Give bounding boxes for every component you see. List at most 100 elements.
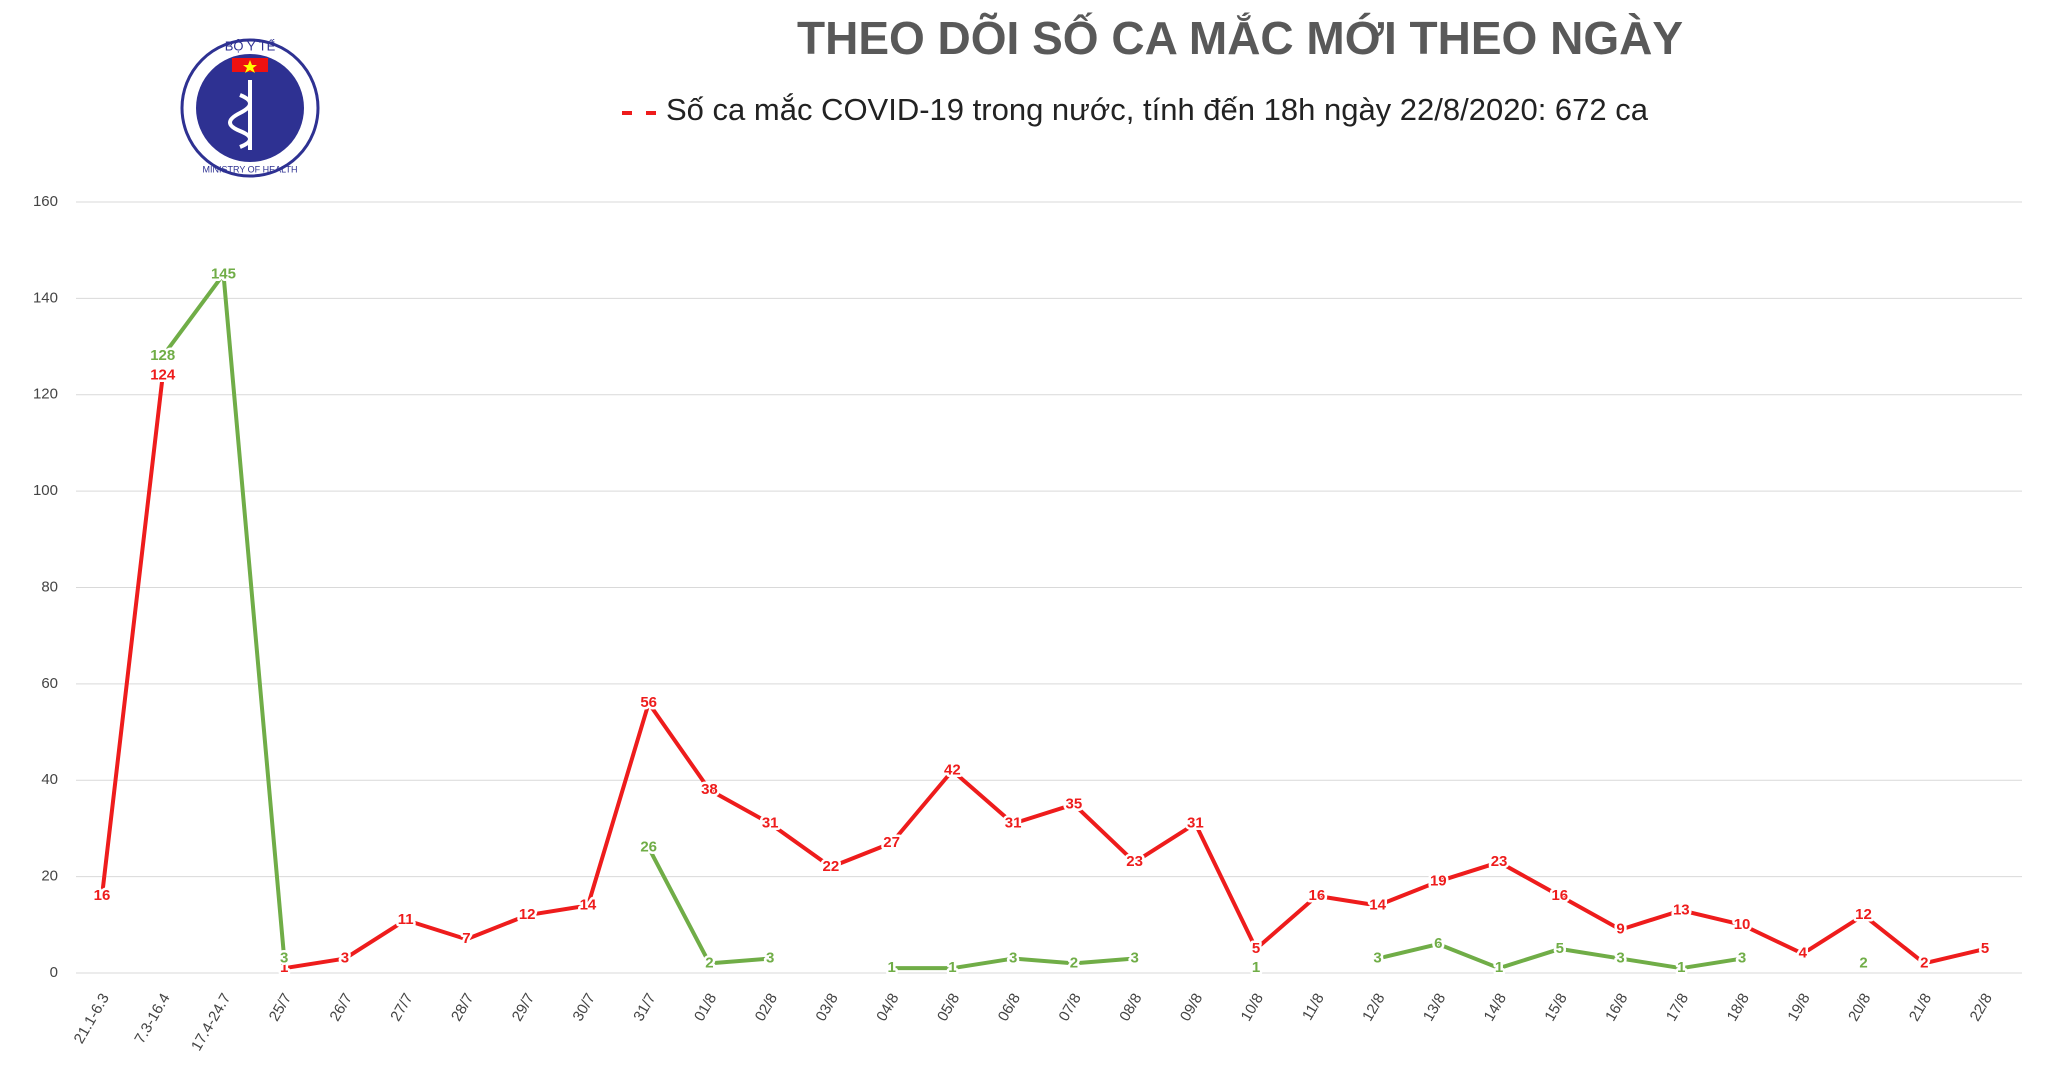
logo-top: BỘ Y TẾ	[225, 38, 276, 53]
data-label: 27	[883, 834, 900, 851]
logo: BỘ Y TẾ MINISTRY OF HEALTH	[180, 38, 320, 178]
x-tick-label: 21.1-6.3	[71, 990, 113, 1046]
x-tick-label: 20/8	[1845, 990, 1874, 1024]
series-line	[100, 375, 1986, 971]
x-tick-label: 06/8	[995, 990, 1024, 1024]
data-label: 14	[1369, 897, 1386, 914]
data-label: 12	[1855, 906, 1872, 923]
data-label: 1	[1677, 959, 1685, 976]
x-tick-label: 01/8	[691, 990, 720, 1024]
data-label: 3	[766, 950, 774, 967]
x-tick-label: 03/8	[812, 990, 841, 1024]
x-tick-label: 25/7	[266, 990, 295, 1024]
x-tick-label: 19/8	[1784, 990, 1813, 1024]
x-tick-label: 22/8	[1967, 990, 1996, 1024]
data-label: 26	[640, 839, 657, 856]
data-label: 2	[1070, 954, 1078, 971]
x-tick-label: 17.4-24.7	[188, 990, 234, 1053]
y-tick-label: 160	[33, 193, 58, 210]
data-label: 16	[1551, 887, 1568, 904]
x-tick-label: 16/8	[1602, 990, 1631, 1024]
series-line	[163, 274, 1864, 968]
data-label: 12	[519, 906, 536, 923]
data-label: 23	[1491, 853, 1508, 870]
data-label: 3	[1738, 950, 1746, 967]
x-tick-label: 12/8	[1359, 990, 1388, 1024]
x-tick-label: 14/8	[1481, 990, 1510, 1024]
data-label: 19	[1430, 872, 1447, 889]
x-tick-label: 13/8	[1420, 990, 1449, 1024]
y-tick-label: 120	[33, 386, 58, 403]
data-label: 124	[150, 366, 176, 383]
x-tick-label: 29/7	[509, 990, 538, 1024]
data-label: 9	[1616, 921, 1624, 938]
data-label: 16	[94, 887, 111, 904]
x-tick-label: 10/8	[1238, 990, 1267, 1024]
data-label: 10	[1734, 916, 1751, 933]
y-tick-label: 20	[41, 868, 58, 885]
data-label: 4	[1799, 945, 1808, 962]
data-label: 35	[1066, 795, 1083, 812]
x-tick-label: 7.3-16.4	[131, 990, 173, 1046]
y-tick-label: 100	[33, 482, 58, 499]
data-label: 38	[701, 781, 718, 798]
legend-label: Số ca mắc COVID-19 trong nước, tính đến …	[666, 92, 1649, 127]
data-label: 22	[823, 858, 840, 875]
data-label: 3	[1373, 950, 1381, 967]
data-label: 2	[705, 954, 713, 971]
x-tick-label: 18/8	[1724, 990, 1753, 1024]
data-label: 7	[462, 930, 470, 947]
x-tick-label: 09/8	[1177, 990, 1206, 1024]
y-tick-label: 80	[41, 578, 58, 595]
data-label: 11	[398, 911, 414, 928]
data-label: 1	[1252, 959, 1260, 976]
data-label: 1	[887, 959, 895, 976]
x-tick-label: 31/7	[630, 990, 659, 1024]
data-label: 14	[580, 897, 597, 914]
data-label: 5	[1556, 940, 1564, 957]
data-label: 31	[1187, 815, 1204, 832]
data-label: 128	[150, 347, 175, 364]
x-tick-label: 07/8	[1055, 990, 1084, 1024]
data-label: 42	[944, 762, 961, 779]
x-tick-label: 28/7	[448, 990, 477, 1024]
logo-bottom: MINISTRY OF HEALTH	[202, 164, 297, 174]
x-tick-label: 11/8	[1299, 990, 1328, 1023]
data-label: 3	[280, 950, 288, 967]
data-label: 3	[1616, 950, 1624, 967]
x-tick-label: 05/8	[934, 990, 963, 1024]
x-tick-label: 27/7	[387, 990, 416, 1024]
x-tick-label: 04/8	[873, 990, 902, 1024]
data-label: 1	[1495, 959, 1503, 976]
x-tick-label: 17/8	[1663, 990, 1692, 1024]
data-label: 3	[341, 950, 349, 967]
x-tick-label: 26/7	[327, 990, 356, 1024]
data-label: 23	[1126, 853, 1143, 870]
x-tick-label: 30/7	[570, 990, 599, 1024]
data-label: 6	[1434, 935, 1442, 952]
y-tick-label: 40	[41, 771, 58, 788]
data-label: 5	[1981, 940, 1989, 957]
data-label: 56	[640, 694, 657, 711]
data-label: 1	[280, 959, 288, 976]
chart-title: THEO DÕI SỐ CA MẮC MỚI THEO NGÀY	[797, 12, 1683, 64]
data-label: 13	[1673, 901, 1690, 918]
data-label: 145	[211, 265, 236, 282]
data-label: 5	[1252, 940, 1260, 957]
data-label: 31	[1005, 815, 1022, 832]
y-tick-label: 140	[33, 289, 58, 306]
data-label: 3	[1130, 950, 1138, 967]
data-label: 16	[1308, 887, 1325, 904]
data-label: 3	[1009, 950, 1017, 967]
data-label: 2	[1920, 954, 1928, 971]
data-label: 1	[948, 959, 956, 976]
x-tick-label: 15/8	[1541, 990, 1570, 1024]
x-tick-label: 21/8	[1906, 990, 1935, 1024]
data-label: 2	[1859, 954, 1867, 971]
y-tick-label: 60	[41, 675, 58, 692]
data-label: 31	[762, 815, 779, 832]
y-tick-label: 0	[50, 964, 58, 981]
x-tick-label: 08/8	[1116, 990, 1145, 1024]
x-tick-label: 02/8	[752, 990, 781, 1024]
